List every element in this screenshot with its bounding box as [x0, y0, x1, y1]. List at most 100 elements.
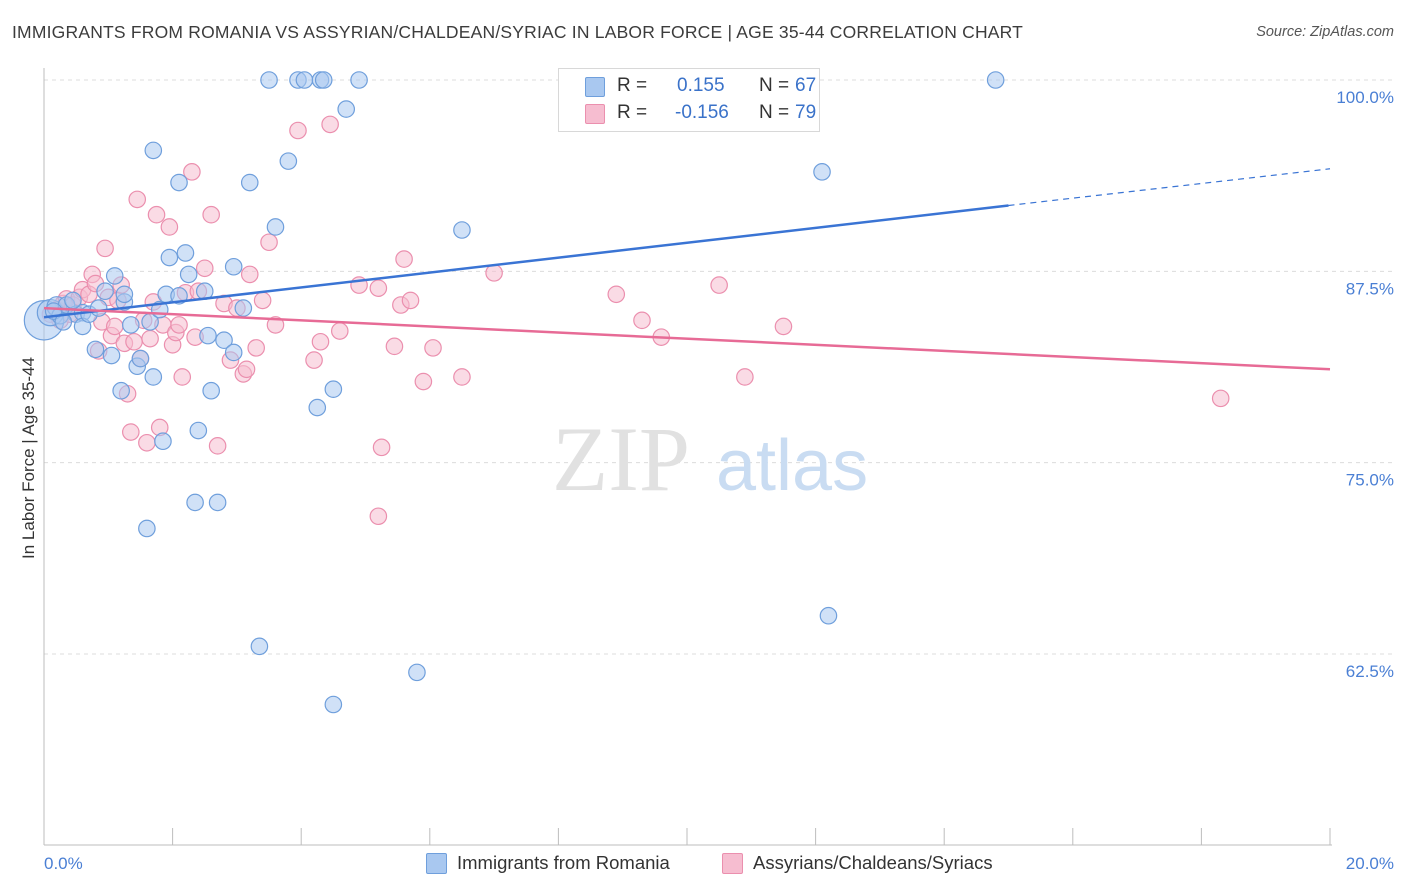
data-point-romania [96, 282, 114, 301]
legend-swatch-blue [585, 77, 605, 97]
data-point-romania [189, 421, 208, 440]
watermark: ZIP atlas [552, 408, 868, 510]
data-point-assyrians [202, 205, 220, 224]
data-point-romania [350, 71, 368, 89]
data-point-assyrians [138, 433, 156, 452]
data-point-assyrians [253, 291, 272, 310]
data-point-romania [250, 637, 269, 656]
data-point-assyrians [247, 339, 265, 357]
data-point-assyrians [485, 264, 503, 282]
data-point-romania [144, 141, 163, 160]
legend-r-label: R = [617, 102, 648, 123]
data-point-romania [112, 381, 130, 400]
data-point-assyrians [311, 332, 330, 351]
data-point-assyrians [607, 285, 626, 304]
data-point-assyrians [305, 351, 323, 369]
data-point-assyrians [195, 259, 214, 278]
data-point-romania [138, 519, 156, 538]
data-point-romania [295, 71, 314, 89]
trend-line-romania-extension [1008, 168, 1331, 207]
data-point-romania [314, 71, 333, 89]
data-point-romania [234, 299, 253, 317]
data-point-romania [308, 398, 327, 417]
data-point-romania [102, 346, 121, 365]
data-point-assyrians [122, 423, 140, 441]
legend: R = 0.155 N = 67 R = -0.156 N = 79 [558, 68, 820, 132]
data-point-romania [144, 368, 163, 386]
data-point-assyrians [183, 163, 201, 181]
y-tick-label: 87.5% [1346, 279, 1394, 298]
data-point-romania [176, 244, 195, 262]
legend-n-label: N = [759, 75, 790, 96]
bottom-legend-swatch-blue [426, 853, 447, 874]
data-point-assyrians [170, 316, 188, 334]
data-point-assyrians [289, 121, 307, 140]
data-point-romania [199, 326, 217, 345]
series-romania-points [23, 71, 1005, 714]
data-point-romania [279, 152, 298, 170]
axis-layer [43, 68, 1332, 846]
data-point-romania [260, 71, 278, 89]
data-point-romania [813, 163, 831, 181]
data-point-romania [115, 285, 134, 304]
data-point-romania [215, 331, 233, 350]
bottom-legend-label: Immigrants from Romania [457, 852, 670, 873]
legend-n-label: N = [759, 102, 790, 123]
data-point-romania [453, 221, 471, 239]
watermark-zip: ZIP [552, 408, 690, 510]
data-point-assyrians [401, 291, 420, 310]
data-point-assyrians [160, 218, 179, 236]
data-point-romania [224, 257, 243, 276]
data-point-assyrians [372, 438, 391, 457]
data-point-romania [408, 663, 426, 682]
data-point-assyrians [710, 276, 728, 294]
data-point-assyrians [96, 239, 114, 258]
data-point-assyrians [266, 316, 285, 334]
x-tick-max: 20.0% [1346, 854, 1394, 873]
data-point-assyrians [237, 360, 256, 379]
data-point-romania [208, 493, 227, 512]
legend-swatch-pink [585, 104, 605, 124]
data-point-assyrians [240, 265, 259, 284]
data-point-assyrians [385, 337, 404, 356]
data-point-assyrians [260, 233, 278, 252]
data-point-assyrians [369, 279, 388, 297]
data-point-romania [170, 173, 188, 192]
data-point-assyrians [774, 317, 793, 336]
data-point-romania [819, 606, 838, 625]
data-point-romania [202, 381, 220, 400]
legend-n-value: 67 [795, 75, 817, 96]
data-point-assyrians [395, 250, 413, 268]
data-point-assyrians [208, 437, 227, 455]
source-label: Source: ZipAtlas.com [1256, 24, 1394, 40]
data-point-romania [324, 695, 343, 714]
data-point-assyrians [369, 507, 388, 526]
y-tick-label: 62.5% [1346, 662, 1394, 681]
y-axis-label: In Labor Force | Age 35-44 [19, 357, 38, 559]
trend-lines [43, 168, 1331, 371]
data-point-romania [186, 493, 204, 512]
data-point-assyrians [736, 368, 754, 386]
data-point-assyrians [453, 368, 471, 386]
data-point-romania [160, 248, 179, 267]
legend-r-value: 0.155 [677, 75, 725, 96]
y-tick-label: 100.0% [1336, 88, 1394, 107]
data-point-romania [224, 343, 243, 362]
data-point-romania [64, 291, 82, 310]
data-point-assyrians [147, 205, 166, 224]
data-point-romania [324, 380, 343, 398]
data-point-romania [86, 340, 105, 359]
trend-line-assyrians [43, 306, 1331, 371]
data-point-assyrians [173, 368, 192, 386]
data-point-romania [179, 265, 198, 284]
bottom-legend-label: Assyrians/Chaldeans/Syriacs [753, 852, 993, 873]
data-point-assyrians [141, 329, 159, 348]
trend-line-romania [43, 204, 1009, 319]
data-point-assyrians [125, 332, 143, 351]
data-point-assyrians [128, 190, 147, 209]
watermark-atlas: atlas [716, 426, 868, 506]
data-point-assyrians [105, 317, 124, 336]
data-point-assyrians [414, 372, 433, 391]
data-point-romania [240, 173, 259, 192]
bottom-legend-swatch-pink [722, 853, 743, 874]
